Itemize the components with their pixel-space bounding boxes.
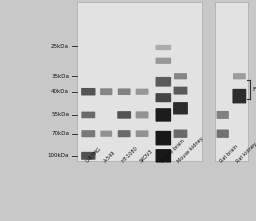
- FancyBboxPatch shape: [81, 88, 95, 95]
- FancyBboxPatch shape: [118, 130, 131, 137]
- Bar: [215, 2, 248, 161]
- Text: Rat kidney: Rat kidney: [236, 141, 256, 164]
- FancyBboxPatch shape: [217, 130, 229, 138]
- FancyBboxPatch shape: [156, 77, 171, 87]
- Bar: [77, 2, 202, 161]
- Text: HT-1080: HT-1080: [121, 145, 139, 164]
- FancyBboxPatch shape: [81, 152, 95, 160]
- FancyBboxPatch shape: [233, 73, 246, 79]
- FancyBboxPatch shape: [174, 130, 187, 138]
- Text: Rat brain: Rat brain: [219, 144, 239, 164]
- FancyBboxPatch shape: [136, 89, 148, 95]
- Text: 100kDa: 100kDa: [48, 153, 69, 158]
- FancyBboxPatch shape: [156, 131, 171, 145]
- Text: 55kDa: 55kDa: [51, 112, 69, 117]
- FancyBboxPatch shape: [81, 130, 95, 137]
- FancyBboxPatch shape: [156, 58, 171, 64]
- FancyBboxPatch shape: [156, 108, 171, 122]
- Text: SKOV3: SKOV3: [138, 148, 154, 164]
- Text: U-87MG: U-87MG: [85, 146, 102, 164]
- FancyBboxPatch shape: [117, 111, 131, 119]
- FancyBboxPatch shape: [100, 88, 112, 95]
- FancyBboxPatch shape: [232, 89, 246, 103]
- Text: 40kDa: 40kDa: [51, 89, 69, 94]
- FancyBboxPatch shape: [100, 131, 112, 137]
- FancyBboxPatch shape: [156, 93, 171, 102]
- Text: Mouse kidney: Mouse kidney: [177, 135, 205, 164]
- Text: A-549: A-549: [103, 150, 116, 164]
- FancyBboxPatch shape: [118, 88, 131, 95]
- FancyBboxPatch shape: [156, 149, 171, 163]
- Text: Mouse brain: Mouse brain: [160, 138, 185, 164]
- FancyBboxPatch shape: [217, 111, 229, 119]
- FancyBboxPatch shape: [136, 111, 148, 118]
- FancyBboxPatch shape: [174, 87, 187, 95]
- FancyBboxPatch shape: [136, 130, 148, 137]
- FancyBboxPatch shape: [173, 102, 188, 114]
- FancyBboxPatch shape: [81, 112, 95, 118]
- FancyBboxPatch shape: [156, 45, 171, 50]
- Text: 35kDa: 35kDa: [51, 74, 69, 79]
- Text: 25kDa: 25kDa: [51, 44, 69, 49]
- Text: FBXL2: FBXL2: [252, 87, 256, 92]
- FancyBboxPatch shape: [174, 73, 187, 79]
- Text: 70kDa: 70kDa: [51, 131, 69, 136]
